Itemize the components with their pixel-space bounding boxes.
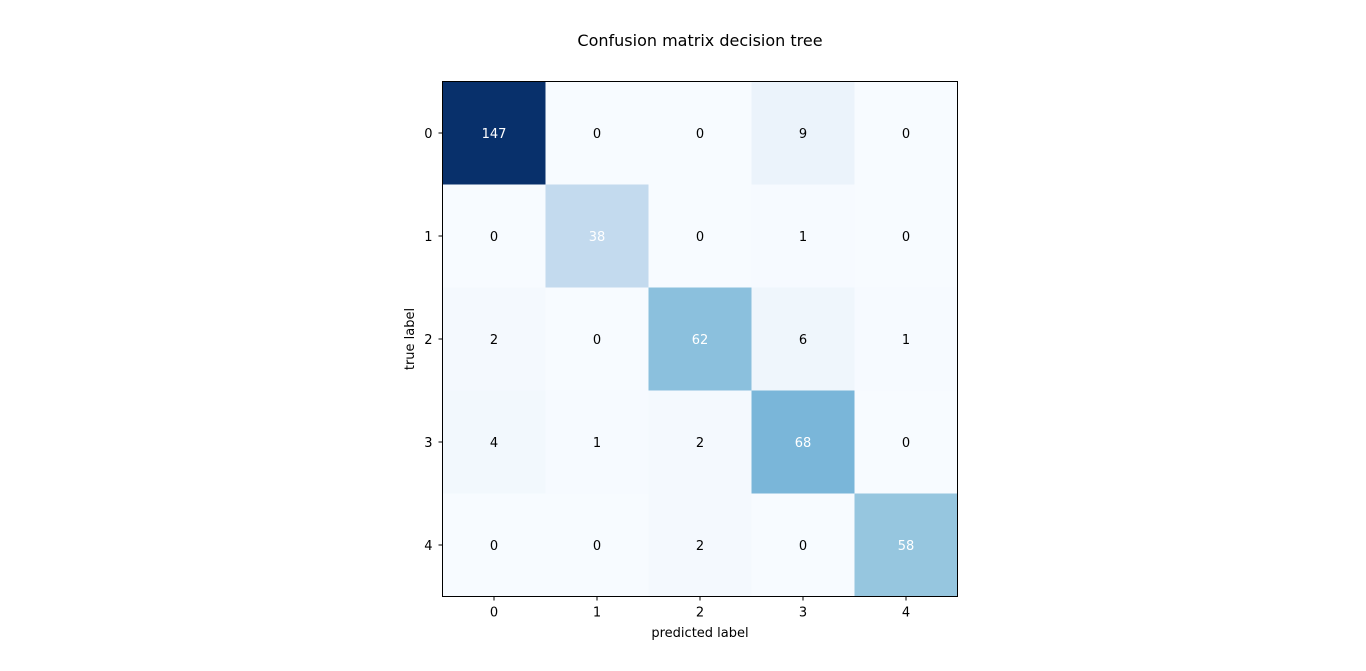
y-tick-label: 2 bbox=[424, 333, 432, 348]
cell-value-label: 2 bbox=[490, 333, 498, 348]
cell-value-label: 0 bbox=[696, 230, 704, 245]
y-axis-label: true label bbox=[403, 308, 418, 370]
cell-value-label: 1 bbox=[902, 333, 910, 348]
x-axis-label: predicted label bbox=[651, 626, 748, 641]
heatmap-cell bbox=[442, 390, 546, 494]
cell-value-label: 0 bbox=[593, 127, 601, 142]
heatmap-cell bbox=[442, 287, 546, 391]
cell-value-label: 0 bbox=[593, 333, 601, 348]
x-tick-label: 3 bbox=[799, 606, 807, 621]
heatmap-cell bbox=[545, 493, 649, 597]
y-axis-ticks: 0 1 2 3 4 bbox=[424, 127, 443, 554]
heatmap-cell-labels: 147 0 0 9 0 0 38 0 1 0 2 0 62 6 1 4 1 2 68 0 0 0 2 0 58 bbox=[482, 127, 915, 554]
cell-value-label: 0 bbox=[902, 230, 910, 245]
heatmap-cell bbox=[545, 81, 649, 185]
heatmap-cell bbox=[442, 184, 546, 288]
x-tick-label: 0 bbox=[490, 606, 498, 621]
heatmap-cell bbox=[751, 493, 855, 597]
heatmap-cell bbox=[648, 287, 752, 391]
heatmap-cell bbox=[751, 81, 855, 185]
cell-value-label: 147 bbox=[482, 127, 507, 142]
cell-value-label: 1 bbox=[593, 436, 601, 451]
cell-value-label: 0 bbox=[696, 127, 704, 142]
y-tick-label: 4 bbox=[424, 539, 432, 554]
x-tick-label: 2 bbox=[696, 606, 704, 621]
heatmap-cell bbox=[751, 287, 855, 391]
heatmap-cell bbox=[751, 390, 855, 494]
heatmap-cell bbox=[854, 493, 958, 597]
cell-value-label: 6 bbox=[799, 333, 807, 348]
cell-value-label: 4 bbox=[490, 436, 498, 451]
heatmap-cell bbox=[442, 493, 546, 597]
heatmap-cell bbox=[854, 287, 958, 391]
x-axis-ticks: 0 1 2 3 4 bbox=[490, 596, 910, 621]
heatmap-cell bbox=[545, 390, 649, 494]
cell-value-label: 1 bbox=[799, 230, 807, 245]
heatmap-cell bbox=[442, 81, 546, 185]
cell-value-label: 0 bbox=[490, 230, 498, 245]
cell-value-label: 62 bbox=[692, 333, 709, 348]
heatmap-cell bbox=[648, 184, 752, 288]
x-tick-label: 1 bbox=[593, 606, 601, 621]
heatmap-cell bbox=[854, 81, 958, 185]
y-tick-label: 0 bbox=[424, 127, 432, 142]
x-tick-label: 4 bbox=[902, 606, 910, 621]
cell-value-label: 0 bbox=[593, 539, 601, 554]
heatmap-cells bbox=[442, 81, 958, 597]
cell-value-label: 0 bbox=[902, 127, 910, 142]
heatmap-cell bbox=[545, 184, 649, 288]
heatmap-cell bbox=[545, 287, 649, 391]
cell-value-label: 9 bbox=[799, 127, 807, 142]
cell-value-label: 2 bbox=[696, 436, 704, 451]
heatmap-cell bbox=[648, 493, 752, 597]
y-tick-label: 3 bbox=[424, 436, 432, 451]
heatmap-cell bbox=[648, 81, 752, 185]
cell-value-label: 0 bbox=[490, 539, 498, 554]
cell-value-label: 58 bbox=[898, 539, 915, 554]
cell-value-label: 38 bbox=[589, 230, 606, 245]
heatmap-cell bbox=[854, 390, 958, 494]
chart-title: Confusion matrix decision tree bbox=[577, 31, 822, 50]
heatmap-cell bbox=[648, 390, 752, 494]
heatmap-cell bbox=[854, 184, 958, 288]
y-tick-label: 1 bbox=[424, 230, 432, 245]
cell-value-label: 0 bbox=[799, 539, 807, 554]
cell-value-label: 68 bbox=[795, 436, 812, 451]
cell-value-label: 0 bbox=[902, 436, 910, 451]
cell-value-label: 2 bbox=[696, 539, 704, 554]
heatmap-cell bbox=[751, 184, 855, 288]
